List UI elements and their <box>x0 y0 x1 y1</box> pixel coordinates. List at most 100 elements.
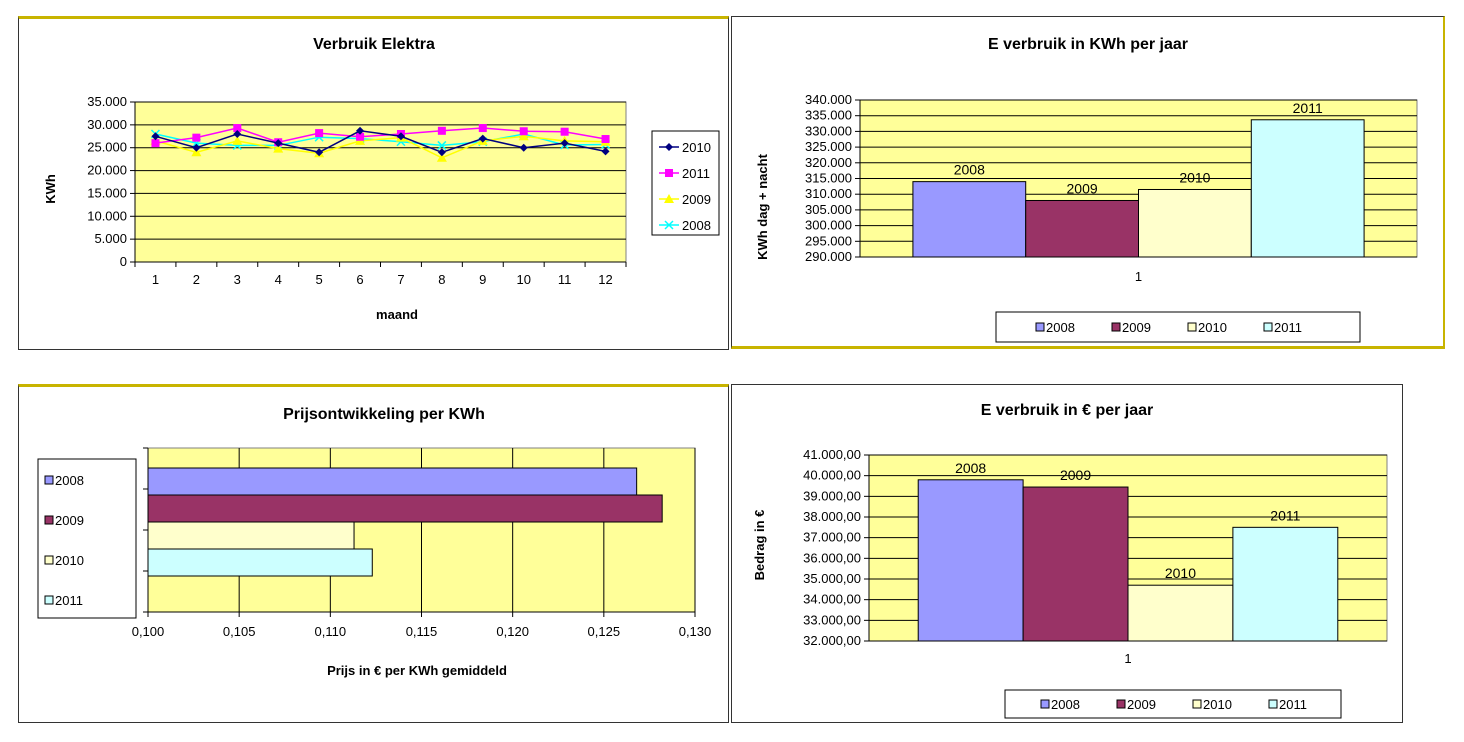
bar-2008 <box>147 467 638 496</box>
x-tick-label: 1 <box>152 272 159 287</box>
point <box>151 132 160 141</box>
legend-label: 2009 <box>1122 320 1151 335</box>
x-tick-label: 0,130 <box>679 624 712 639</box>
x-axis-label: Prijs in € per KWh gemiddeld <box>327 663 507 678</box>
chart-panel-verbruik-elektra: 0 5.000 10.000 15.000 20.000 25.000 30.000 35.0… <box>18 16 729 350</box>
data-label: 2011 <box>1270 507 1300 523</box>
series-line-2011 <box>155 127 606 144</box>
y-tick-label: 310.000 <box>805 186 852 201</box>
series-line-2010 <box>155 130 606 154</box>
point <box>233 130 242 138</box>
y-tick-label: 41.000,00 <box>803 447 861 462</box>
legend-label: 2011 <box>55 593 83 608</box>
x-tick-label: 1 <box>1124 651 1131 666</box>
data-label: 2009 <box>1060 467 1091 483</box>
bar-2009 <box>147 494 663 523</box>
y-tick-label: 34.000,00 <box>803 592 861 607</box>
axes: 32.000,00 33.000,00 34.000,00 35.000,00 36.0… <box>803 447 1387 666</box>
data-label: 2010 <box>1179 169 1210 185</box>
series-group <box>150 124 611 162</box>
point <box>151 139 160 148</box>
legend: 2008 2009 2010 2011 <box>995 311 1361 343</box>
bar-2010 <box>1127 584 1234 642</box>
legend-label: 2011 <box>1279 697 1307 712</box>
x-tick-label: 0,110 <box>315 624 347 639</box>
y-tick-label: 36.000,00 <box>803 550 861 565</box>
legend-swatch <box>1192 699 1202 709</box>
y-tick-label: 340.000 <box>805 92 852 107</box>
axes: 0 5.000 10.000 15.000 20.000 25.000 30.000 35.0… <box>87 94 627 287</box>
point <box>232 135 243 145</box>
legend-swatch <box>44 595 54 605</box>
point <box>356 126 365 135</box>
point <box>437 140 447 150</box>
bar-2009 <box>1022 486 1129 642</box>
bar-chart-euro-per-jaar: 32.000,00 33.000,00 34.000,00 35.000,00 36.0… <box>752 402 1388 719</box>
point <box>664 194 674 203</box>
legend-swatch <box>44 515 54 525</box>
legend-label: 2010 <box>1198 320 1227 335</box>
line-chart-verbruik-elektra: 0 5.000 10.000 15.000 20.000 25.000 30.000 35.0… <box>43 36 720 322</box>
bar-2010 <box>1138 188 1252 258</box>
legend-label: 2010 <box>682 140 711 155</box>
point <box>601 147 610 156</box>
point <box>665 169 673 177</box>
point <box>192 143 201 152</box>
y-tick-label: 330.000 <box>805 123 852 138</box>
y-tick-label: 305.000 <box>805 202 852 217</box>
series-line-2008 <box>155 133 606 147</box>
chart-title: E verbruik in € per jaar <box>981 402 1154 419</box>
y-tick-label: 10.000 <box>87 208 127 223</box>
point <box>437 126 446 135</box>
legend-label: 2009 <box>55 513 84 528</box>
y-tick-label: 32.000,00 <box>803 633 861 648</box>
chart-title: Prijsontwikkeling per KWh <box>283 406 485 423</box>
bar-2011 <box>147 548 373 577</box>
x-tick-label: 0,120 <box>496 624 529 639</box>
legend-box <box>651 130 720 236</box>
x-tick-label: 0,100 <box>132 624 165 639</box>
legend-label: 2009 <box>1127 697 1156 712</box>
point <box>478 134 487 143</box>
legend-label: 2008 <box>1051 697 1080 712</box>
y-tick-label: 35.000,00 <box>803 571 861 586</box>
point <box>273 143 284 153</box>
legend-swatch <box>1116 699 1126 709</box>
point <box>601 135 610 144</box>
x-tick-label: 0,105 <box>223 624 256 639</box>
point <box>519 143 528 152</box>
legend-swatch <box>1040 699 1050 709</box>
bar-2011 <box>1250 119 1365 258</box>
chart-panel-euro-per-jaar: 32.000,00 33.000,00 34.000,00 35.000,00 36.0… <box>731 384 1403 723</box>
bar-2009 <box>1025 199 1139 258</box>
hbar-chart-prijsontwikkeling: 0,100 0,105 0,110 0,115 0,120 0,125 0,130 Prij… <box>37 406 712 678</box>
x-tick-label: 7 <box>397 272 404 287</box>
point <box>274 139 283 148</box>
bar-2011 <box>1232 526 1339 642</box>
axes: 0,100 0,105 0,110 0,115 0,120 0,125 0,130 <box>132 447 712 639</box>
y-tick-label: 37.000,00 <box>803 530 861 545</box>
legend-label: 2008 <box>682 218 711 233</box>
legend-swatch <box>1268 699 1278 709</box>
y-tick-label: 0 <box>120 254 127 269</box>
legend: 2008 2009 2010 2011 <box>37 458 137 619</box>
legend-swatch <box>1263 322 1273 332</box>
x-axis-label: maand <box>376 307 418 322</box>
chart-title: Verbruik Elektra <box>313 36 435 53</box>
data-label: 2010 <box>1165 565 1196 581</box>
y-tick-label: 290.000 <box>805 249 852 264</box>
bar-chart-kwh-per-jaar: 290.000295.000300.000305.000310.000315.0… <box>755 36 1418 343</box>
bar-2010 <box>147 521 355 550</box>
y-tick-label: 25.000 <box>87 140 127 155</box>
series-group: 2008 2009 2010 2011 <box>912 100 1365 258</box>
legend-swatch <box>44 555 54 565</box>
point <box>478 124 487 133</box>
point <box>233 124 242 133</box>
chart-panel-prijsontwikkeling: 0,100 0,105 0,110 0,115 0,120 0,125 0,130 Prij… <box>18 384 729 723</box>
x-tick-label: 12 <box>598 272 612 287</box>
legend-box <box>1004 689 1342 719</box>
series-group <box>147 467 663 577</box>
series-group: 2008 2009 2010 2011 <box>917 460 1339 642</box>
data-label: 2009 <box>1067 180 1098 196</box>
legend-box <box>995 311 1361 343</box>
